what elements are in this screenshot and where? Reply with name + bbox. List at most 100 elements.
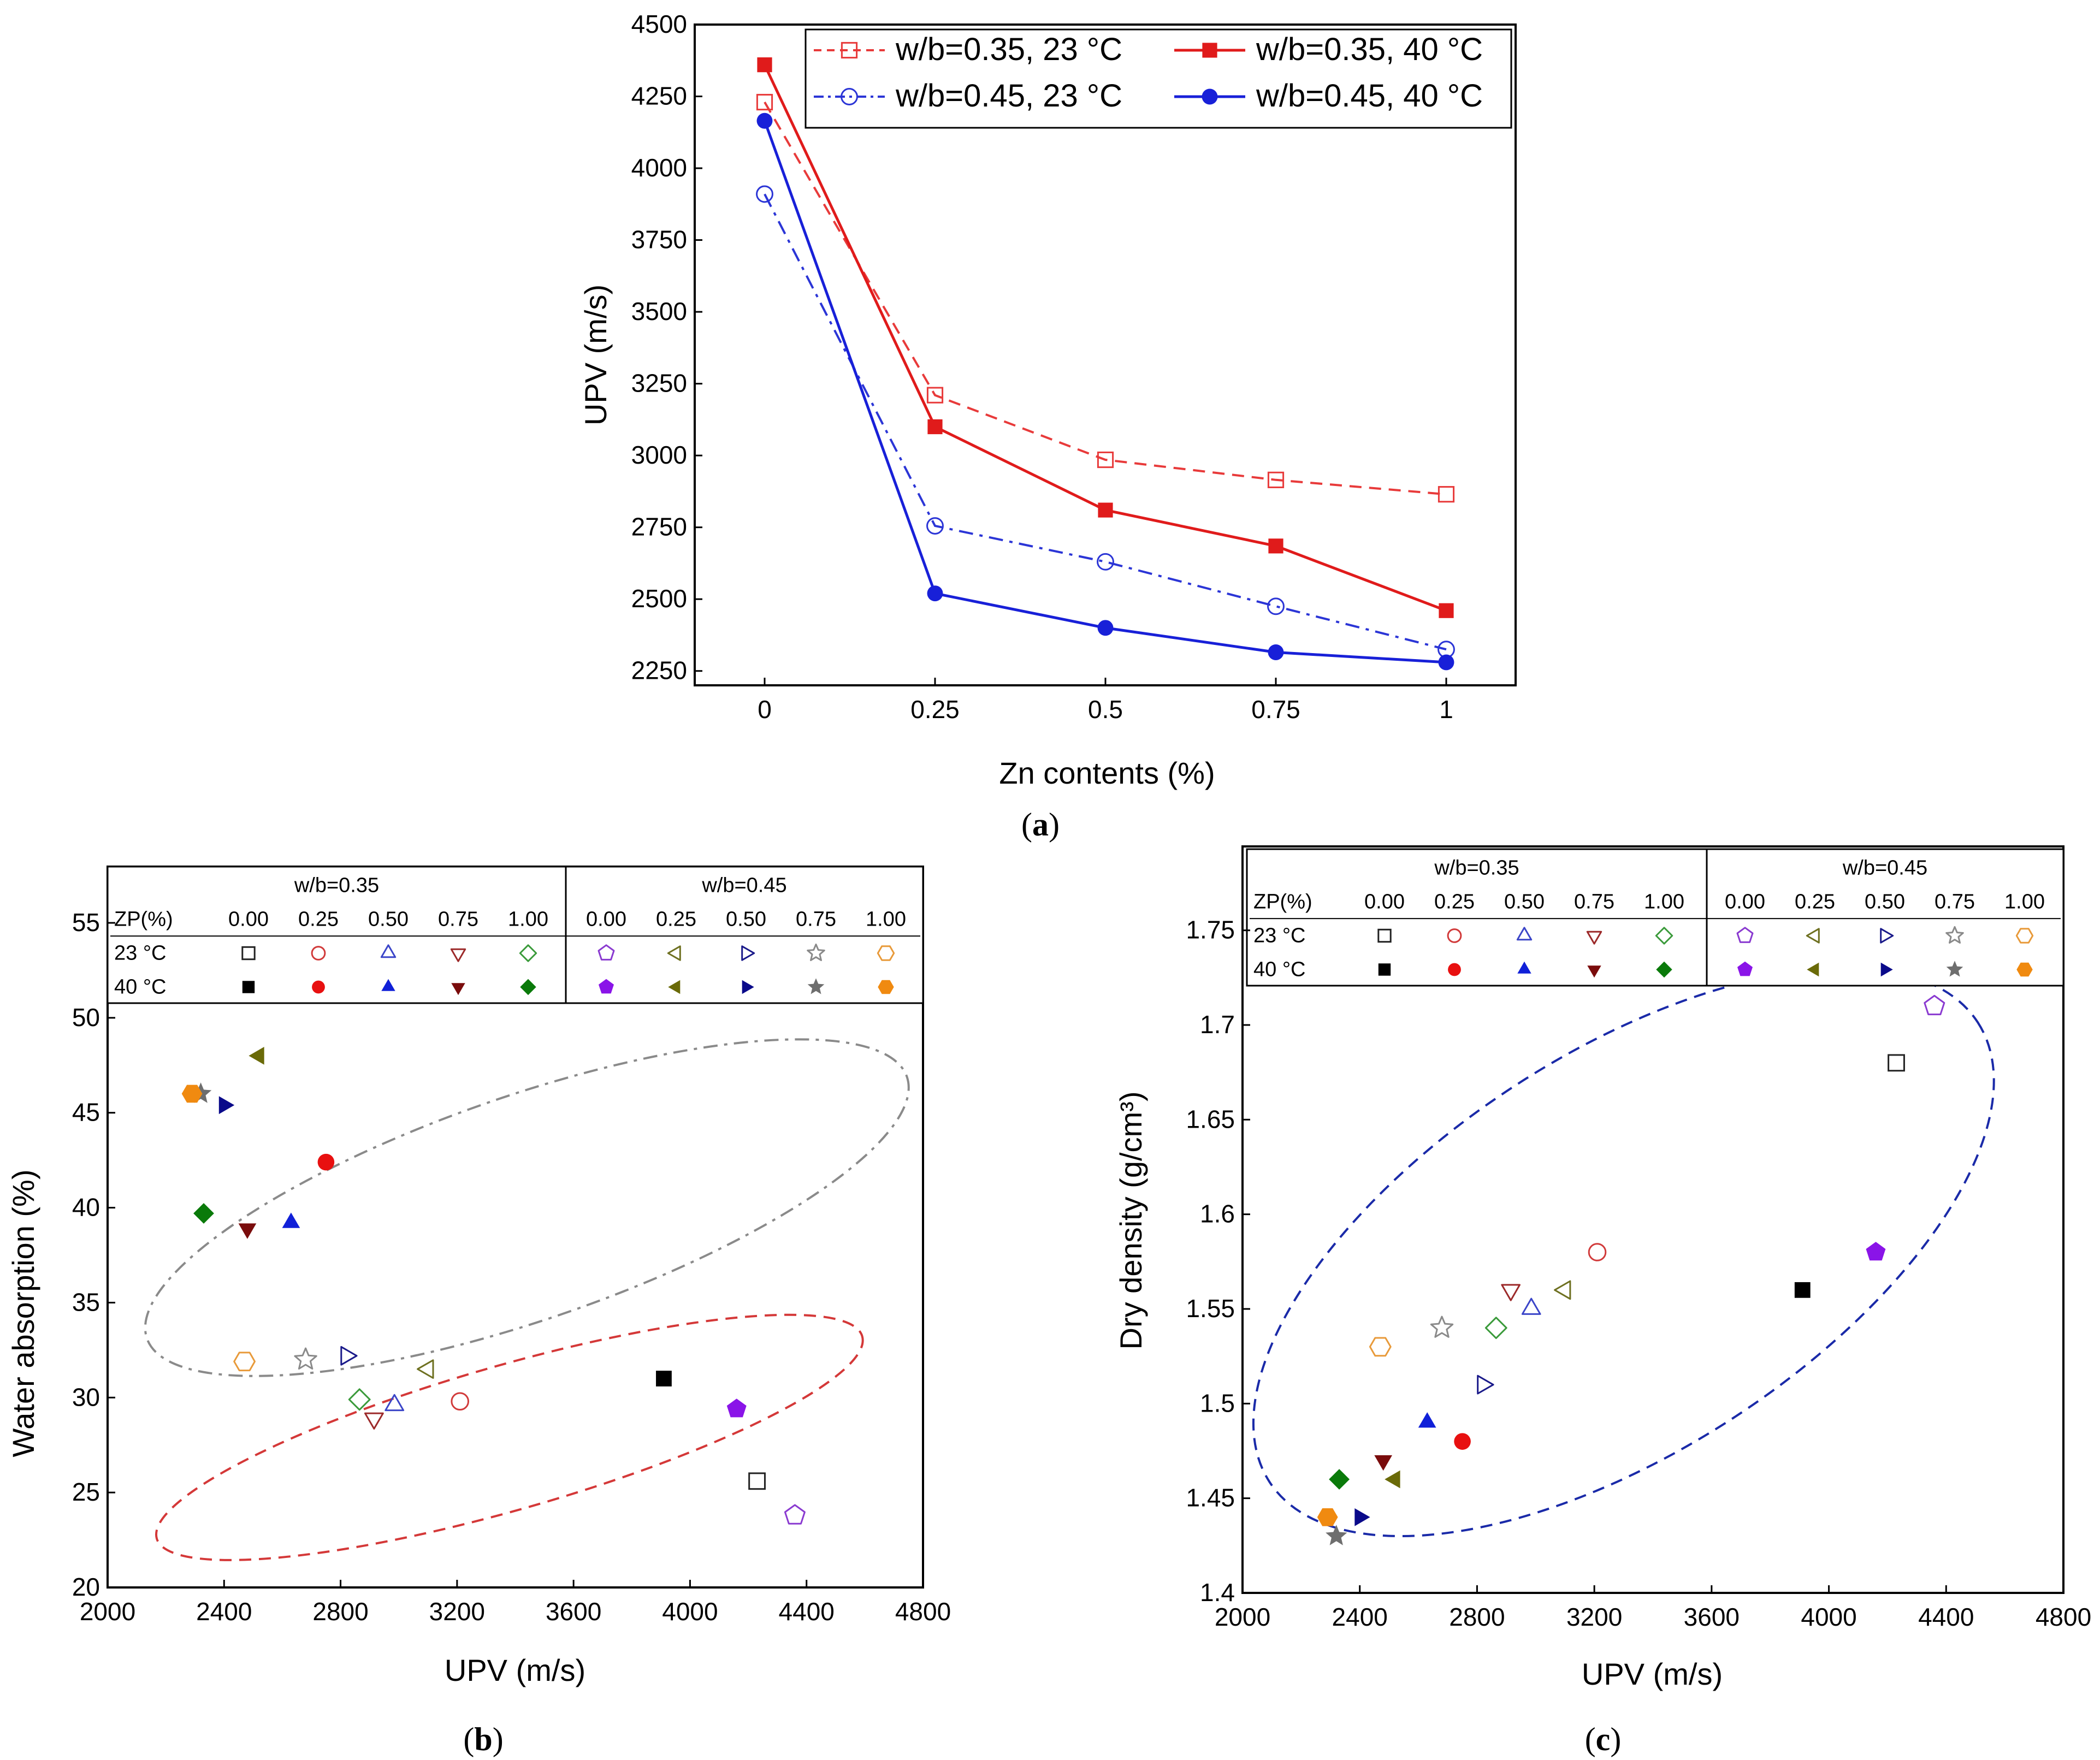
panel-b-letter: b xyxy=(474,1721,492,1757)
panel-c-legend-marker xyxy=(1880,928,1894,944)
panel-c-legend-zp-value: 0.25 xyxy=(1795,891,1835,914)
panel-c-legend-zp-label: ZP(%) xyxy=(1253,891,1312,914)
panel-c-data-point xyxy=(1430,1315,1454,1338)
panel-a-legend-marker xyxy=(841,88,858,105)
panel-c-y-tick-label: 1.6 xyxy=(1200,1200,1235,1228)
panel-a-data-point xyxy=(1267,471,1285,488)
panel-a-series-line xyxy=(764,101,1447,496)
panel-b-legend-box xyxy=(107,866,924,1004)
panel-c-legend-table: w/b=0.35 w/b=0.45 ZP(%) 0.00 0.00 0.25 0.25 0.5… xyxy=(1246,848,2064,987)
panel-c-group-ellipse xyxy=(1252,967,1995,1538)
panel-b-legend-marker xyxy=(599,979,614,994)
panel-b-data-point xyxy=(193,1203,214,1224)
panel-c-data-point xyxy=(1924,994,1945,1016)
panel-b-legend-group-header: w/b=0.35 xyxy=(294,874,379,897)
panel-b-data-point xyxy=(364,1412,384,1430)
panel-c-data-point xyxy=(1369,1337,1392,1357)
panel-c-legend-box xyxy=(1246,848,2064,987)
panel-c-data-point xyxy=(1329,1469,1350,1490)
panel-c-legend-zp-value: 1.00 xyxy=(2004,891,2045,914)
panel-a-data-point xyxy=(1267,597,1285,615)
panel-c-legend-marker xyxy=(1807,962,1819,977)
panel-a-y-tick-label: 3750 xyxy=(631,226,687,254)
panel-c-y-tick-label: 1.55 xyxy=(1186,1294,1235,1323)
panel-a-x-tick-label: 1 xyxy=(1439,695,1453,724)
panel-a-line-chart: 2250 2500 2750 3000 3250 3500 3750 4000 4250 4500… xyxy=(578,10,1517,843)
panel-b-legend-marker xyxy=(380,944,397,958)
panel-c-legend-marker xyxy=(1516,927,1533,941)
panel-a-x-tick-label: 0.75 xyxy=(1251,695,1300,724)
panel-c-legend-zp-value: 0.50 xyxy=(1504,891,1545,914)
panel-c-data-point xyxy=(1477,1374,1494,1395)
panel-b-data-point xyxy=(417,1359,434,1379)
panel-b-legend-row-label: 23 °C xyxy=(114,942,166,965)
panel-b-legend-marker xyxy=(807,978,825,994)
panel-c-legend-marker xyxy=(1945,926,1964,944)
panel-b-data-point xyxy=(249,1047,264,1065)
panel-a-y-tick-label: 4500 xyxy=(631,10,687,38)
panel-c-y-tick-label: 1.65 xyxy=(1186,1105,1235,1133)
panel-b-y-tick-label: 40 xyxy=(72,1193,100,1222)
panel-b-data-point xyxy=(384,1394,405,1412)
panel-c-data-point xyxy=(1317,1508,1338,1526)
panel-c-x-tick-label: 2000 xyxy=(1215,1603,1270,1631)
panel-a-y-tick-label: 4000 xyxy=(631,153,687,182)
panel-c-legend-marker xyxy=(1378,963,1391,976)
panel-b-data-point xyxy=(656,1371,672,1386)
panel-c-plot-frame xyxy=(1241,845,2064,1594)
panel-b-y-tick-label: 45 xyxy=(72,1098,100,1127)
panel-b-data-point xyxy=(233,1352,256,1372)
panel-b-legend-marker xyxy=(520,979,536,995)
panel-c-data-point xyxy=(1588,1243,1607,1261)
panel-c-scatter-chart: w/b=0.35 w/b=0.45 ZP(%) 0.00 0.00 0.25 0.25 0.5… xyxy=(1114,845,2091,1757)
panel-c-legend-marker xyxy=(2015,928,2034,944)
panel-b-legend-table: w/b=0.35 w/b=0.45 ZP(%) 0.00 0.00 0.25 0.25 0.5… xyxy=(107,866,924,1004)
panel-c-x-tick-label: 4400 xyxy=(1918,1603,1974,1631)
panel-b-x-tick-label: 4000 xyxy=(662,1597,718,1626)
panel-c-data-point xyxy=(1888,1054,1905,1072)
panel-c-legend-group-header: w/b=0.45 xyxy=(1842,857,1927,880)
panel-c-data-point xyxy=(1866,1242,1886,1261)
panel-c-data-point xyxy=(1794,1282,1811,1298)
panel-c-caption: (c) xyxy=(1585,1721,1622,1757)
panel-b-data-point xyxy=(784,1504,806,1525)
panel-c-legend-marker xyxy=(1517,961,1531,974)
panel-b-x-tick-label: 2800 xyxy=(312,1597,368,1626)
panel-c-legend-zp-value: 0.00 xyxy=(1725,891,1765,914)
panel-c-legend-marker xyxy=(1655,927,1673,945)
panel-b-legend-marker xyxy=(668,980,681,994)
panel-c-legend-row-label: 40 °C xyxy=(1253,958,1305,981)
panel-b-legend-zp-label: ZP(%) xyxy=(114,908,173,931)
panel-a-data-point xyxy=(756,93,773,111)
panel-b-data-point xyxy=(238,1223,257,1239)
panel-b-legend-zp-value: 0.25 xyxy=(656,908,696,931)
panel-b-data-point xyxy=(340,1346,358,1366)
panel-a-y-axis-label: UPV (m/s) xyxy=(578,285,613,425)
panel-b-legend-marker xyxy=(807,943,825,961)
panel-a-legend-marker xyxy=(1202,43,1217,58)
panel-a-legend-box xyxy=(804,28,1512,129)
panel-c-data-point xyxy=(1454,1433,1471,1450)
panel-c-x-tick-label: 4800 xyxy=(2036,1603,2091,1631)
panel-a-y-tick-label: 3000 xyxy=(631,441,687,469)
panel-c-y-tick-label: 1.45 xyxy=(1186,1484,1235,1512)
panel-b-legend-zp-value: 0.00 xyxy=(586,908,626,931)
panel-a-series-3 xyxy=(756,112,1454,671)
panel-b-data-point xyxy=(726,1398,747,1418)
panel-c-legend-zp-value: 0.50 xyxy=(1865,891,1905,914)
panel-b-legend-marker xyxy=(741,945,755,961)
panel-b-group-ellipse xyxy=(155,1313,864,1561)
panel-b-legend-zp-value: 0.25 xyxy=(298,908,339,931)
panel-b-scatter-chart: w/b=0.35 w/b=0.45 ZP(%) 0.00 0.00 0.25 0.25 0.5… xyxy=(6,866,951,1757)
panel-b-legend-zp-value: 0.50 xyxy=(368,908,409,931)
panel-a-data-point xyxy=(756,112,773,129)
panel-b-legend-group-header: w/b=0.45 xyxy=(701,874,786,897)
panel-c-y-tick-label: 1.4 xyxy=(1200,1578,1235,1607)
panel-a-data-point xyxy=(1439,603,1454,618)
panel-a-legend: w/b=0.35, 23 °C w/b=0.35, 40 °C w/b=0.45, … xyxy=(804,28,1512,129)
panel-c-data-point xyxy=(1374,1455,1392,1471)
panel-b-legend-zp-value: 0.75 xyxy=(438,908,478,931)
panel-c-legend-group-header: w/b=0.35 xyxy=(1434,857,1519,880)
panel-b-data-point xyxy=(748,1472,766,1490)
panel-c-legend-marker xyxy=(2016,962,2033,977)
